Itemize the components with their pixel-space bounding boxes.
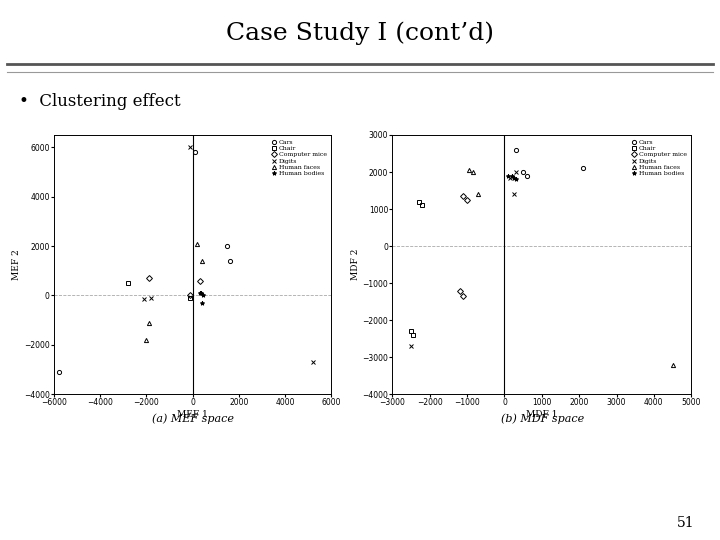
Text: (b) MDF space: (b) MDF space bbox=[500, 413, 584, 424]
Text: Case Study I (cont’d): Case Study I (cont’d) bbox=[226, 22, 494, 45]
Text: •  Clustering effect: • Clustering effect bbox=[19, 93, 180, 110]
Text: 51: 51 bbox=[678, 516, 695, 530]
Y-axis label: MDF 2: MDF 2 bbox=[351, 249, 359, 280]
Y-axis label: MEF 2: MEF 2 bbox=[12, 249, 21, 280]
Legend: Cars, Chair, Computer mice, Digits, Human faces, Human bodies: Cars, Chair, Computer mice, Digits, Huma… bbox=[631, 138, 688, 178]
X-axis label: MEF 1: MEF 1 bbox=[177, 410, 208, 419]
X-axis label: MDF 1: MDF 1 bbox=[526, 410, 557, 419]
Legend: Cars, Chair, Computer mice, Digits, Human faces, Human bodies: Cars, Chair, Computer mice, Digits, Huma… bbox=[271, 138, 328, 178]
Text: (a) MEF space: (a) MEF space bbox=[152, 413, 234, 424]
